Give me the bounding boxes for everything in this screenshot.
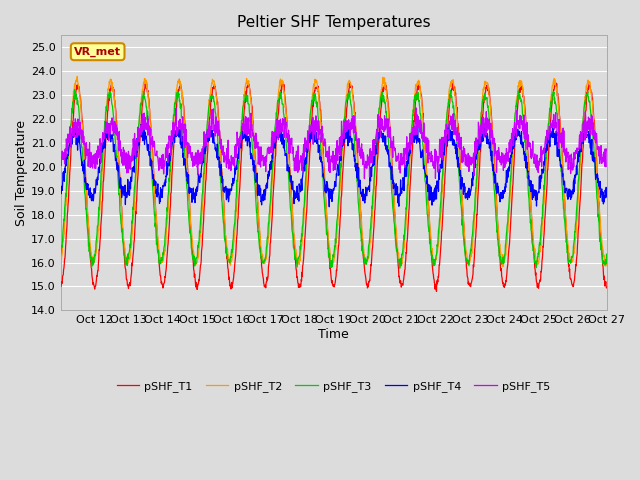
pSHF_T3 xyxy=(337,171,344,177)
pSHF_T2 xyxy=(57,259,65,264)
Line: pSHF_T3: pSHF_T3 xyxy=(61,89,607,268)
pSHF_T1 xyxy=(603,285,611,291)
pSHF_T4 xyxy=(603,193,611,199)
pSHF_T3 xyxy=(396,265,403,271)
pSHF_T2 xyxy=(568,259,576,265)
pSHF_T3 xyxy=(434,243,442,249)
pSHF_T3 xyxy=(304,146,312,152)
pSHF_T2 xyxy=(155,241,163,247)
Line: pSHF_T4: pSHF_T4 xyxy=(61,123,607,207)
Y-axis label: Soil Temperature: Soil Temperature xyxy=(15,120,28,226)
pSHF_T3 xyxy=(603,251,611,257)
pSHF_T3 xyxy=(70,86,78,92)
pSHF_T5 xyxy=(434,160,442,166)
Line: pSHF_T2: pSHF_T2 xyxy=(61,76,607,266)
pSHF_T1 xyxy=(57,283,65,288)
pSHF_T5 xyxy=(412,105,420,111)
pSHF_T1 xyxy=(154,248,162,254)
pSHF_T1 xyxy=(278,79,286,85)
pSHF_T5 xyxy=(67,133,75,139)
pSHF_T1 xyxy=(568,281,576,287)
pSHF_T4 xyxy=(325,204,333,210)
pSHF_T5 xyxy=(154,159,162,165)
pSHF_T1 xyxy=(337,215,344,221)
pSHF_T5 xyxy=(568,167,576,173)
pSHF_T4 xyxy=(154,192,162,197)
pSHF_T4 xyxy=(303,149,311,155)
pSHF_T4 xyxy=(337,155,344,160)
pSHF_T5 xyxy=(303,137,311,143)
pSHF_T1 xyxy=(67,153,75,159)
pSHF_T4 xyxy=(57,185,65,191)
pSHF_T3 xyxy=(155,251,163,257)
Text: VR_met: VR_met xyxy=(74,47,121,57)
pSHF_T2 xyxy=(304,156,312,161)
pSHF_T5 xyxy=(603,146,611,152)
pSHF_T5 xyxy=(336,150,344,156)
pSHF_T3 xyxy=(67,122,75,128)
pSHF_T3 xyxy=(57,252,65,258)
pSHF_T2 xyxy=(603,257,611,263)
pSHF_T2 xyxy=(433,250,441,256)
pSHF_T1 xyxy=(433,288,440,294)
Line: pSHF_T1: pSHF_T1 xyxy=(61,82,607,291)
pSHF_T3 xyxy=(568,255,576,261)
pSHF_T2 xyxy=(74,73,81,79)
pSHF_T4 xyxy=(568,190,576,196)
pSHF_T2 xyxy=(499,264,507,269)
pSHF_T2 xyxy=(67,125,75,131)
pSHF_T1 xyxy=(304,186,312,192)
pSHF_T4 xyxy=(434,185,442,191)
pSHF_T2 xyxy=(337,186,344,192)
pSHF_T5 xyxy=(360,176,368,181)
pSHF_T4 xyxy=(67,133,75,139)
pSHF_T1 xyxy=(434,277,442,283)
Legend: pSHF_T1, pSHF_T2, pSHF_T3, pSHF_T4, pSHF_T5: pSHF_T1, pSHF_T2, pSHF_T3, pSHF_T4, pSHF… xyxy=(112,376,555,396)
Title: Peltier SHF Temperatures: Peltier SHF Temperatures xyxy=(237,15,430,30)
X-axis label: Time: Time xyxy=(318,328,349,341)
pSHF_T5 xyxy=(57,156,65,162)
pSHF_T4 xyxy=(414,120,422,126)
Line: pSHF_T5: pSHF_T5 xyxy=(61,108,607,179)
